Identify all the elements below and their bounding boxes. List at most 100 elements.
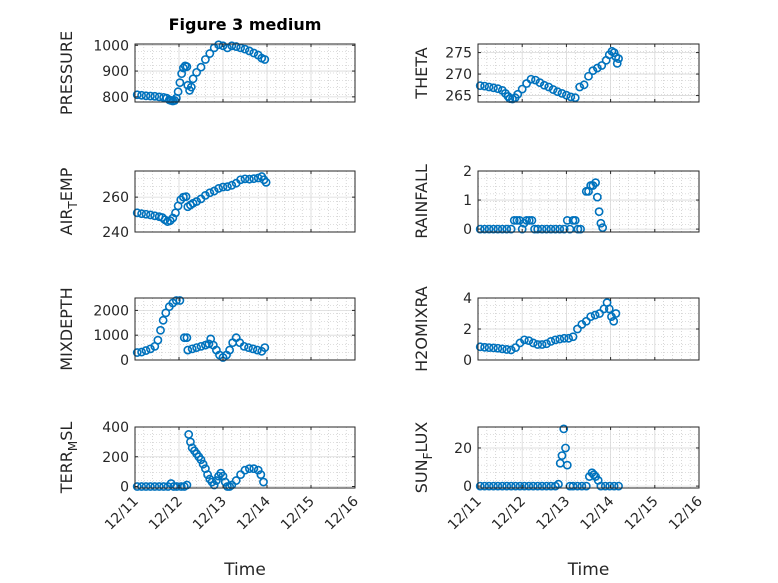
data-point — [546, 224, 556, 234]
data-point — [222, 182, 232, 192]
x-tick-label: 12/15 — [278, 494, 318, 534]
subplot-5: 0 1000 2000 MIXDEPTH — [57, 287, 356, 371]
data-point — [145, 210, 155, 220]
data-point — [589, 470, 599, 480]
data-point — [480, 481, 490, 491]
data-point — [141, 91, 151, 101]
data-point — [203, 470, 212, 480]
data-point — [542, 339, 551, 349]
data-point — [227, 480, 237, 490]
data-point — [493, 84, 503, 94]
data-point — [561, 443, 570, 453]
data-point — [480, 81, 490, 91]
data-point — [597, 61, 607, 70]
data-point — [240, 44, 250, 54]
data-point — [522, 215, 532, 225]
data-point — [484, 224, 494, 234]
data-point — [584, 71, 593, 81]
y-axis-label: TERRMSL — [57, 422, 80, 495]
x-tick-label: 12/14 — [578, 493, 618, 533]
data-point — [244, 174, 254, 184]
data-point — [218, 41, 228, 51]
data-point — [145, 482, 155, 491]
data-point — [475, 81, 485, 91]
data-point — [211, 476, 221, 485]
data-point — [517, 84, 527, 94]
data-point — [484, 481, 494, 491]
data-point — [512, 215, 522, 225]
data-point — [600, 481, 610, 491]
data-point — [611, 309, 621, 318]
data-point — [526, 74, 536, 84]
data-point — [548, 85, 558, 94]
data-point — [209, 186, 219, 196]
y-tick-label: 0 — [463, 222, 472, 238]
data-point — [179, 333, 189, 343]
data-series — [475, 46, 623, 104]
data-point — [539, 80, 549, 90]
data-point — [132, 90, 142, 100]
data-point — [200, 55, 210, 64]
data-point — [244, 46, 254, 56]
data-point — [141, 482, 151, 491]
data-point — [214, 40, 223, 50]
data-point — [186, 82, 196, 92]
data-point — [260, 55, 270, 64]
data-point — [175, 296, 185, 305]
data-point — [497, 344, 507, 354]
data-series — [132, 296, 270, 362]
data-point — [145, 91, 155, 101]
y-axis-label: RAINFALL — [412, 164, 431, 239]
data-point — [200, 190, 210, 200]
x-tick-label: 12/13 — [190, 494, 230, 534]
data-point — [546, 336, 556, 346]
y-tick-label: 265 — [445, 89, 472, 105]
y-tick-label: 4 — [463, 291, 472, 307]
data-point — [137, 209, 146, 219]
data-point — [520, 335, 529, 345]
y-tick-label: 0 — [463, 353, 472, 369]
data-point — [493, 343, 503, 353]
x-tick-label: 12/16 — [322, 493, 362, 533]
data-point — [171, 296, 181, 305]
data-point — [188, 74, 198, 84]
data-point — [484, 82, 494, 92]
data-point — [570, 215, 580, 225]
data-point — [141, 209, 151, 219]
data-point — [533, 224, 543, 234]
y-tick-label: 900 — [102, 64, 129, 80]
data-point — [511, 343, 520, 352]
data-point — [259, 477, 268, 487]
data-point — [196, 455, 206, 465]
data-point — [480, 342, 490, 352]
data-point — [141, 346, 151, 355]
data-point — [192, 343, 201, 352]
data-point — [542, 224, 551, 234]
data-point — [484, 343, 494, 352]
x-tick-label: 12/16 — [666, 493, 706, 533]
y-tick-label: 200 — [102, 450, 129, 466]
data-point — [577, 481, 587, 491]
data-point — [573, 481, 582, 491]
y-tick-label: 1 — [463, 193, 472, 209]
data-point — [533, 340, 543, 349]
data-point — [240, 174, 250, 184]
data-point — [489, 481, 498, 491]
subplot-1: 800 900 1000 PRESSURE — [57, 31, 356, 115]
data-point — [555, 224, 565, 234]
data-point — [252, 345, 262, 355]
data-point — [579, 80, 589, 90]
data-point — [236, 470, 245, 480]
y-tick-label: 1000 — [93, 328, 129, 344]
data-series — [475, 178, 608, 234]
data-point — [231, 476, 241, 485]
data-point — [596, 481, 606, 491]
data-point — [594, 207, 604, 217]
subplot-4: 0 1 2 RAINFALL — [412, 164, 700, 239]
data-point — [187, 344, 197, 354]
data-point — [537, 481, 547, 491]
x-tick-label: 12/12 — [489, 494, 529, 534]
data-point — [150, 91, 160, 101]
data-point — [489, 343, 498, 353]
